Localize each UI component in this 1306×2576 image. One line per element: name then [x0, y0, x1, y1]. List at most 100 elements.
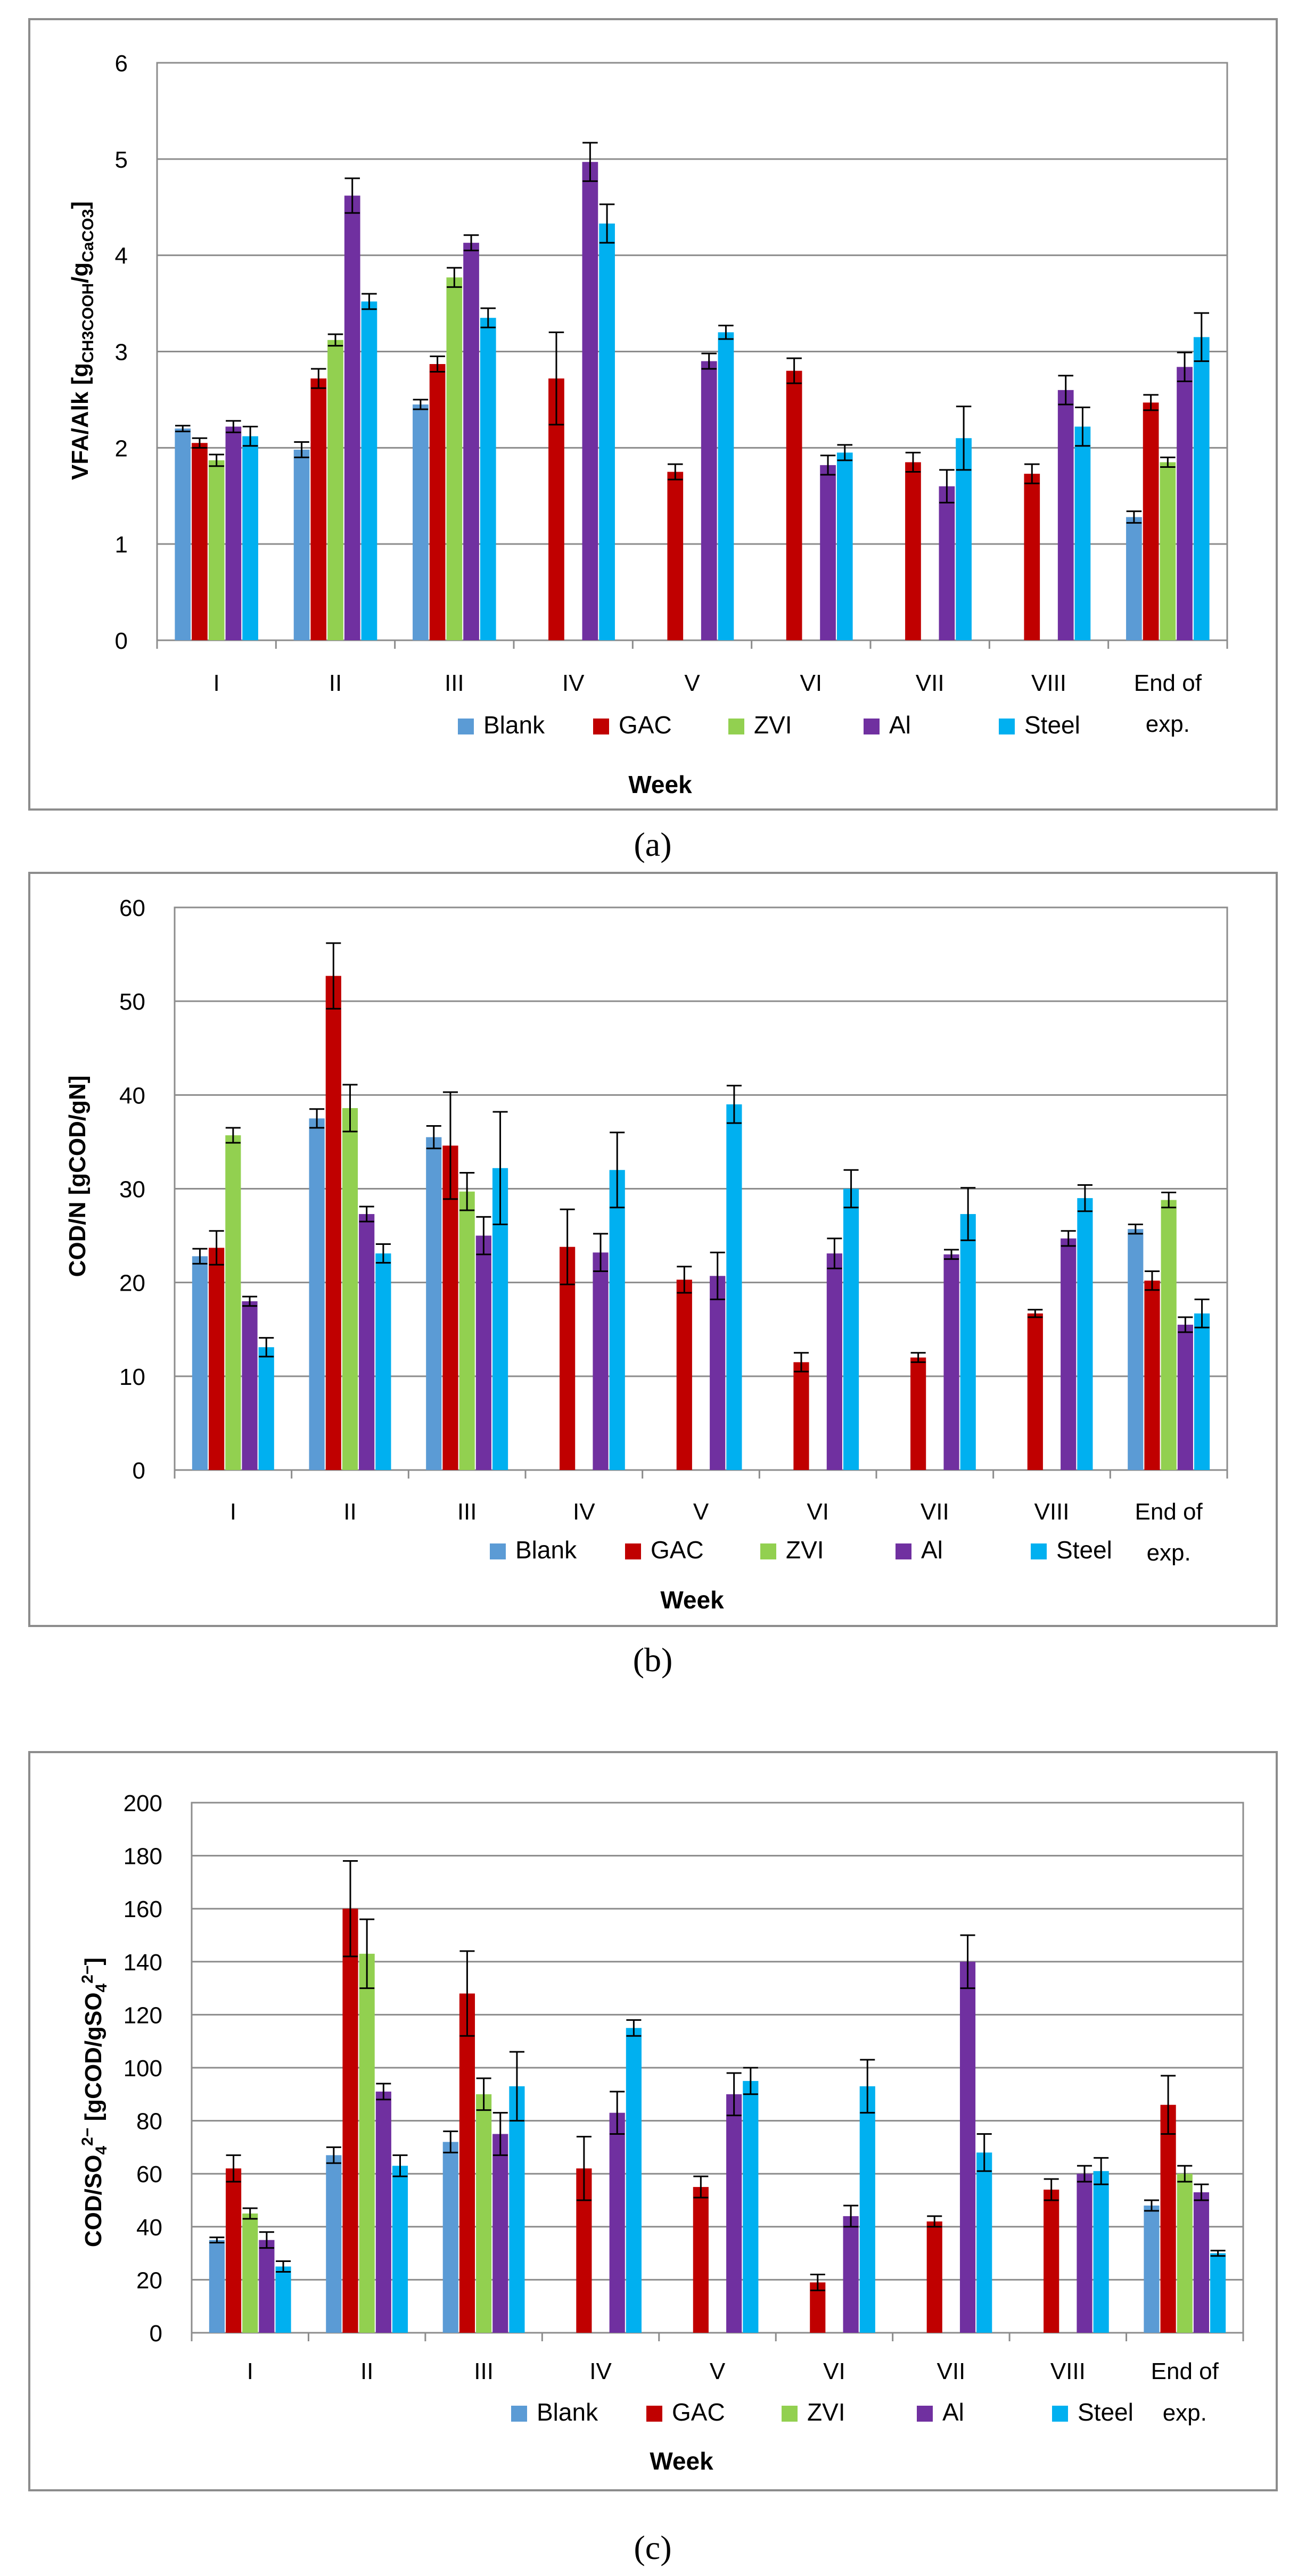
legend-swatch-steel-c — [1052, 2406, 1068, 2422]
y-tick-label-a: 0 — [115, 628, 128, 654]
bar-steel-c — [275, 2266, 291, 2333]
y-tick-label-a: 3 — [115, 340, 128, 366]
y-axis-label-a: VFA/Alk [gCH3COOH/gCaCO3] — [67, 201, 97, 480]
x-tick-label-a: VII — [916, 670, 944, 696]
x-tick-label-a: II — [329, 670, 342, 696]
bar-gac-c — [459, 1993, 475, 2333]
bar-steel-a — [242, 436, 258, 640]
bar-zvi-c — [476, 2094, 492, 2333]
bar-gac-c — [693, 2187, 709, 2333]
y-tick-label-c: 160 — [124, 1896, 162, 1922]
bar-al-c — [375, 2091, 391, 2333]
y-tick-label-a: 2 — [115, 435, 128, 461]
x-tick-label-a: End of — [1134, 670, 1202, 696]
legend-swatch-zvi-a — [728, 719, 744, 734]
legend-swatch-al-b — [896, 1543, 911, 1559]
bar-zvi-b — [459, 1191, 475, 1470]
legend-label-gac-c: GAC — [672, 2398, 725, 2426]
bar-gac-a — [310, 378, 327, 640]
bar-gac-b — [1027, 1313, 1043, 1470]
bar-al-c — [492, 2134, 508, 2333]
y-tick-label-b: 40 — [119, 1083, 145, 1109]
bar-al-c — [609, 2112, 625, 2333]
y-tick-label-c: 180 — [124, 1844, 162, 1870]
bar-gac-a — [667, 472, 684, 640]
x-axis-label-a: Week — [628, 771, 692, 798]
bar-zvi-a — [446, 277, 463, 640]
y-axis-label-c: COD/SO42− [gCOD/gSO42−] — [79, 1958, 110, 2247]
bar-steel-c — [743, 2080, 759, 2333]
bar-al-c — [959, 1961, 976, 2333]
bar-blank-a — [1126, 517, 1142, 640]
x-tick-label-c: VI — [823, 2358, 845, 2384]
x-tick-label-c: III — [474, 2358, 494, 2384]
bar-steel-b — [609, 1170, 625, 1470]
panel-caption-b: (b) — [633, 1641, 673, 1679]
legend-swatch-blank-c — [511, 2406, 527, 2422]
x-tick-label-c: End of — [1151, 2358, 1219, 2384]
bar-gac-b — [1144, 1281, 1160, 1470]
bar-blank-c — [326, 2155, 342, 2333]
x-tick-label-b: End of — [1135, 1499, 1203, 1525]
y-tick-label-b: 50 — [119, 989, 145, 1015]
bar-zvi-a — [1160, 462, 1176, 640]
legend-label-steel-b: Steel — [1056, 1536, 1112, 1564]
legend-label-steel-a: Steel — [1024, 711, 1080, 739]
legend-swatch-blank-a — [458, 719, 474, 734]
bar-steel-a — [480, 318, 496, 640]
bar-al-b — [943, 1254, 959, 1470]
bar-al-a — [1177, 367, 1193, 640]
x-tick-label-b: I — [230, 1499, 236, 1525]
bar-steel-b — [726, 1104, 742, 1470]
bar-steel-c — [392, 2166, 408, 2333]
bar-gac-c — [342, 1909, 358, 2333]
bar-al-a — [225, 426, 242, 640]
bar-steel-c — [626, 2028, 642, 2333]
bar-al-c — [843, 2216, 859, 2333]
bar-steel-c — [1093, 2171, 1109, 2333]
legend-swatch-al-a — [864, 719, 880, 734]
y-tick-label-b: 30 — [119, 1177, 145, 1203]
bar-gac-a — [1024, 474, 1040, 640]
bar-al-a — [463, 243, 479, 640]
legend-swatch-steel-b — [1031, 1543, 1047, 1559]
legend-swatch-gac-a — [593, 719, 609, 734]
x-axis-label-b: Week — [660, 1586, 724, 1614]
bar-al-a — [939, 486, 955, 640]
legend-label-steel-c: Steel — [1078, 2398, 1133, 2426]
legend-label-al-a: Al — [889, 711, 911, 739]
bar-blank-c — [1144, 2205, 1160, 2333]
y-tick-label-b: 10 — [119, 1364, 145, 1390]
y-tick-label-c: 60 — [136, 2161, 162, 2187]
x-tick-label-c: VII — [937, 2358, 965, 2384]
x-tick-label-a: V — [684, 670, 700, 696]
y-tick-label-b: 60 — [119, 895, 145, 921]
x-tick-label-b: VII — [921, 1499, 949, 1525]
bar-gac-a — [905, 462, 921, 640]
x-tick-label-c: V — [710, 2358, 726, 2384]
bar-al-a — [344, 195, 360, 640]
y-axis-label-b: COD/N [gCOD/gN] — [64, 1076, 91, 1277]
y-tick-label-c: 120 — [124, 2002, 162, 2028]
bar-gac-b — [793, 1362, 809, 1470]
bar-steel-c — [859, 2086, 875, 2333]
bar-al-b — [593, 1252, 609, 1470]
bar-steel-b — [1077, 1198, 1093, 1470]
bar-al-c — [1077, 2174, 1093, 2333]
bar-al-b — [475, 1235, 491, 1470]
legend-label-blank-c: Blank — [537, 2398, 598, 2426]
bar-blank-c — [442, 2142, 458, 2333]
bar-gac-b — [676, 1279, 692, 1470]
bar-gac-a — [786, 370, 802, 640]
bar-zvi-c — [242, 2213, 258, 2333]
bar-steel-a — [1074, 426, 1091, 640]
legend-label-gac-a: GAC — [619, 711, 672, 739]
bar-blank-b — [192, 1256, 208, 1470]
panel-caption-c: (c) — [634, 2529, 671, 2566]
bar-zvi-a — [327, 340, 343, 640]
y-tick-label-b: 0 — [133, 1458, 145, 1484]
y-tick-label-a: 1 — [115, 532, 128, 558]
legend-label-zvi-a: ZVI — [754, 711, 792, 739]
